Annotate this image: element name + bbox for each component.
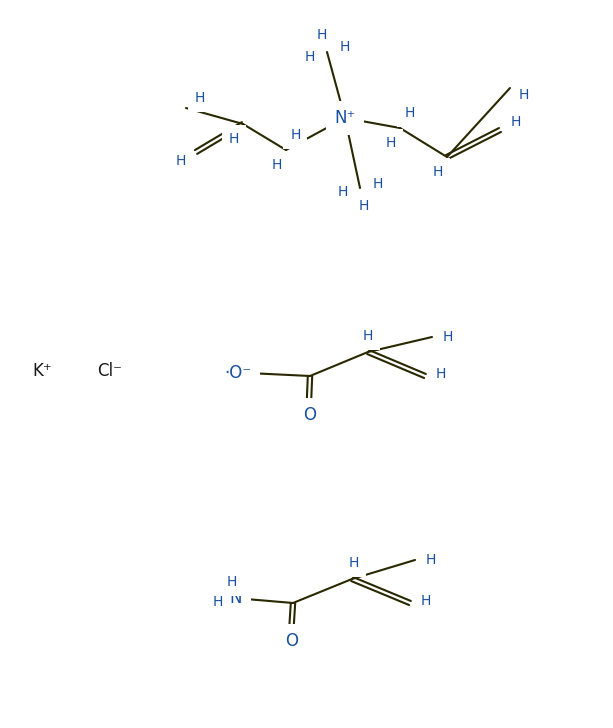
Text: H: H: [404, 106, 414, 119]
Text: H: H: [290, 127, 300, 142]
Text: H: H: [443, 330, 453, 344]
Text: H: H: [194, 91, 205, 105]
Text: H: H: [175, 154, 186, 168]
Text: O: O: [303, 406, 316, 424]
Text: H: H: [426, 553, 436, 567]
Text: H: H: [227, 575, 237, 589]
Text: H: H: [272, 159, 282, 173]
Text: H: H: [337, 185, 348, 199]
Text: H: H: [339, 40, 349, 55]
Text: K⁺: K⁺: [32, 362, 52, 380]
Text: H: H: [213, 595, 223, 609]
Text: H: H: [359, 199, 369, 213]
Text: ·O⁻: ·O⁻: [224, 364, 251, 382]
Text: H: H: [229, 132, 239, 146]
Text: N: N: [230, 589, 242, 607]
Text: H: H: [511, 115, 521, 129]
Text: H: H: [349, 556, 359, 570]
Text: H: H: [363, 329, 373, 343]
Text: N⁺: N⁺: [334, 109, 356, 127]
Text: H: H: [373, 177, 383, 191]
Text: H: H: [421, 594, 431, 608]
Text: H: H: [519, 88, 530, 102]
Text: H: H: [317, 28, 327, 41]
Text: Cl⁻: Cl⁻: [97, 362, 123, 380]
Text: H: H: [386, 136, 396, 150]
Text: H: H: [432, 165, 443, 179]
Text: H: H: [436, 367, 446, 381]
Text: H: H: [305, 50, 315, 64]
Text: O: O: [286, 632, 299, 650]
